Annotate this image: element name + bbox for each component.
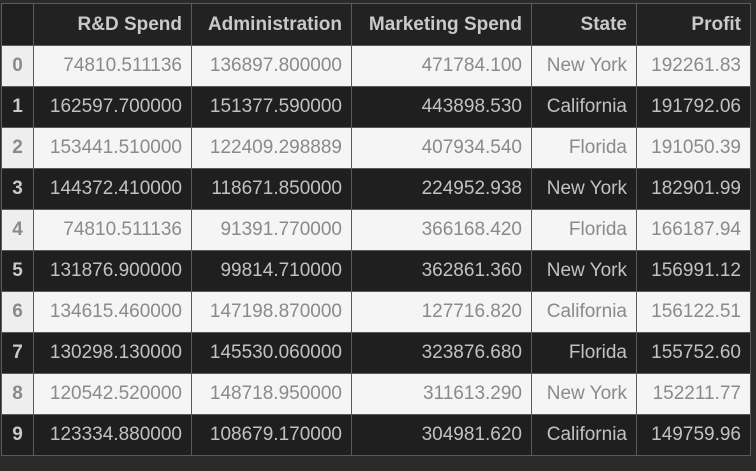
table-cell: 122409.298889 bbox=[191, 127, 352, 169]
table-cell: Florida bbox=[531, 332, 637, 374]
table-cell: 153441.510000 bbox=[33, 127, 192, 169]
table-cell: 74810.511136 bbox=[33, 209, 192, 251]
table-row: 0 74810.511136 136897.800000 471784.100 New … bbox=[1, 45, 751, 87]
table-cell: 366168.420 bbox=[351, 209, 532, 251]
row-index: 4 bbox=[1, 209, 34, 251]
table-cell: Florida bbox=[531, 127, 637, 169]
column-header: Marketing Spend bbox=[351, 3, 532, 46]
table-cell: 148718.950000 bbox=[191, 373, 352, 415]
table-row: 3 144372.410000 118671.850000 224952.938 New… bbox=[1, 168, 751, 210]
table-cell: 144372.410000 bbox=[33, 168, 192, 210]
table-cell: 134615.460000 bbox=[33, 291, 192, 333]
table-cell: 99814.710000 bbox=[191, 250, 352, 292]
table-cell: 162597.700000 bbox=[33, 86, 192, 128]
column-header: Profit bbox=[636, 3, 751, 46]
table-cell: New York bbox=[531, 45, 637, 87]
row-index: 7 bbox=[1, 332, 34, 374]
table-cell: 155752.60 bbox=[636, 332, 751, 374]
table-cell: 136897.800000 bbox=[191, 45, 352, 87]
table-cell: 145530.060000 bbox=[191, 332, 352, 374]
table-cell: California bbox=[531, 414, 637, 456]
table-cell: 131876.900000 bbox=[33, 250, 192, 292]
table-cell: 443898.530 bbox=[351, 86, 532, 128]
table-cell: 120542.520000 bbox=[33, 373, 192, 415]
table-cell: 471784.100 bbox=[351, 45, 532, 87]
row-index: 9 bbox=[1, 414, 34, 456]
row-index: 2 bbox=[1, 127, 34, 169]
table-cell: 147198.870000 bbox=[191, 291, 352, 333]
table-cell: 156991.12 bbox=[636, 250, 751, 292]
table-row: 8 120542.520000 148718.950000 311613.290 New… bbox=[1, 373, 751, 415]
row-index: 5 bbox=[1, 250, 34, 292]
table-cell: 311613.290 bbox=[351, 373, 532, 415]
table-cell: 91391.770000 bbox=[191, 209, 352, 251]
column-header: R&D Spend bbox=[33, 3, 192, 46]
table-cell: 151377.590000 bbox=[191, 86, 352, 128]
table-row: 7 130298.130000 145530.060000 323876.680 Flo… bbox=[1, 332, 751, 374]
table-cell: Florida bbox=[531, 209, 637, 251]
row-index: 1 bbox=[1, 86, 34, 128]
table-row: 2 153441.510000 122409.298889 407934.540 Flo… bbox=[1, 127, 751, 169]
table-cell: 152211.77 bbox=[636, 373, 751, 415]
table-cell: 407934.540 bbox=[351, 127, 532, 169]
table-row: 6 134615.460000 147198.870000 127716.820 Cal… bbox=[1, 291, 751, 333]
table-cell: California bbox=[531, 86, 637, 128]
table-cell: 323876.680 bbox=[351, 332, 532, 374]
table-cell: 362861.360 bbox=[351, 250, 532, 292]
table-cell: 127716.820 bbox=[351, 291, 532, 333]
table-cell: New York bbox=[531, 250, 637, 292]
table-cell: New York bbox=[531, 373, 637, 415]
table-cell: 156122.51 bbox=[636, 291, 751, 333]
table-cell: 149759.96 bbox=[636, 414, 751, 456]
table-cell: 74810.511136 bbox=[33, 45, 192, 87]
table-cell: 191050.39 bbox=[636, 127, 751, 169]
row-index: 3 bbox=[1, 168, 34, 210]
table-row: 4 74810.511136 91391.770000 366168.420 Flori… bbox=[1, 209, 751, 251]
column-header: State bbox=[531, 3, 637, 46]
row-index: 8 bbox=[1, 373, 34, 415]
table-cell: New York bbox=[531, 168, 637, 210]
row-index: 6 bbox=[1, 291, 34, 333]
table-cell: 166187.94 bbox=[636, 209, 751, 251]
header-row: R&D Spend Administration Marketing Spend… bbox=[1, 3, 751, 46]
table-row: 9 123334.880000 108679.170000 304981.620 Cal… bbox=[1, 414, 751, 456]
index-header bbox=[1, 3, 34, 46]
table-cell: 118671.850000 bbox=[191, 168, 352, 210]
table-cell: California bbox=[531, 291, 637, 333]
table-cell: 108679.170000 bbox=[191, 414, 352, 456]
table-cell: 224952.938 bbox=[351, 168, 532, 210]
table-cell: 182901.99 bbox=[636, 168, 751, 210]
table-row: 1 162597.700000 151377.590000 443898.530 Cal… bbox=[1, 86, 751, 128]
row-index: 0 bbox=[1, 45, 34, 87]
table-cell: 304981.620 bbox=[351, 414, 532, 456]
table-cell: 123334.880000 bbox=[33, 414, 192, 456]
table-row: 5 131876.900000 99814.710000 362861.360 New … bbox=[1, 250, 751, 292]
table-cell: 192261.83 bbox=[636, 45, 751, 87]
table-cell: 130298.130000 bbox=[33, 332, 192, 374]
column-header: Administration bbox=[191, 3, 352, 46]
table-cell: 191792.06 bbox=[636, 86, 751, 128]
dataframe-table: R&D Spend Administration Marketing Spend… bbox=[1, 3, 751, 456]
